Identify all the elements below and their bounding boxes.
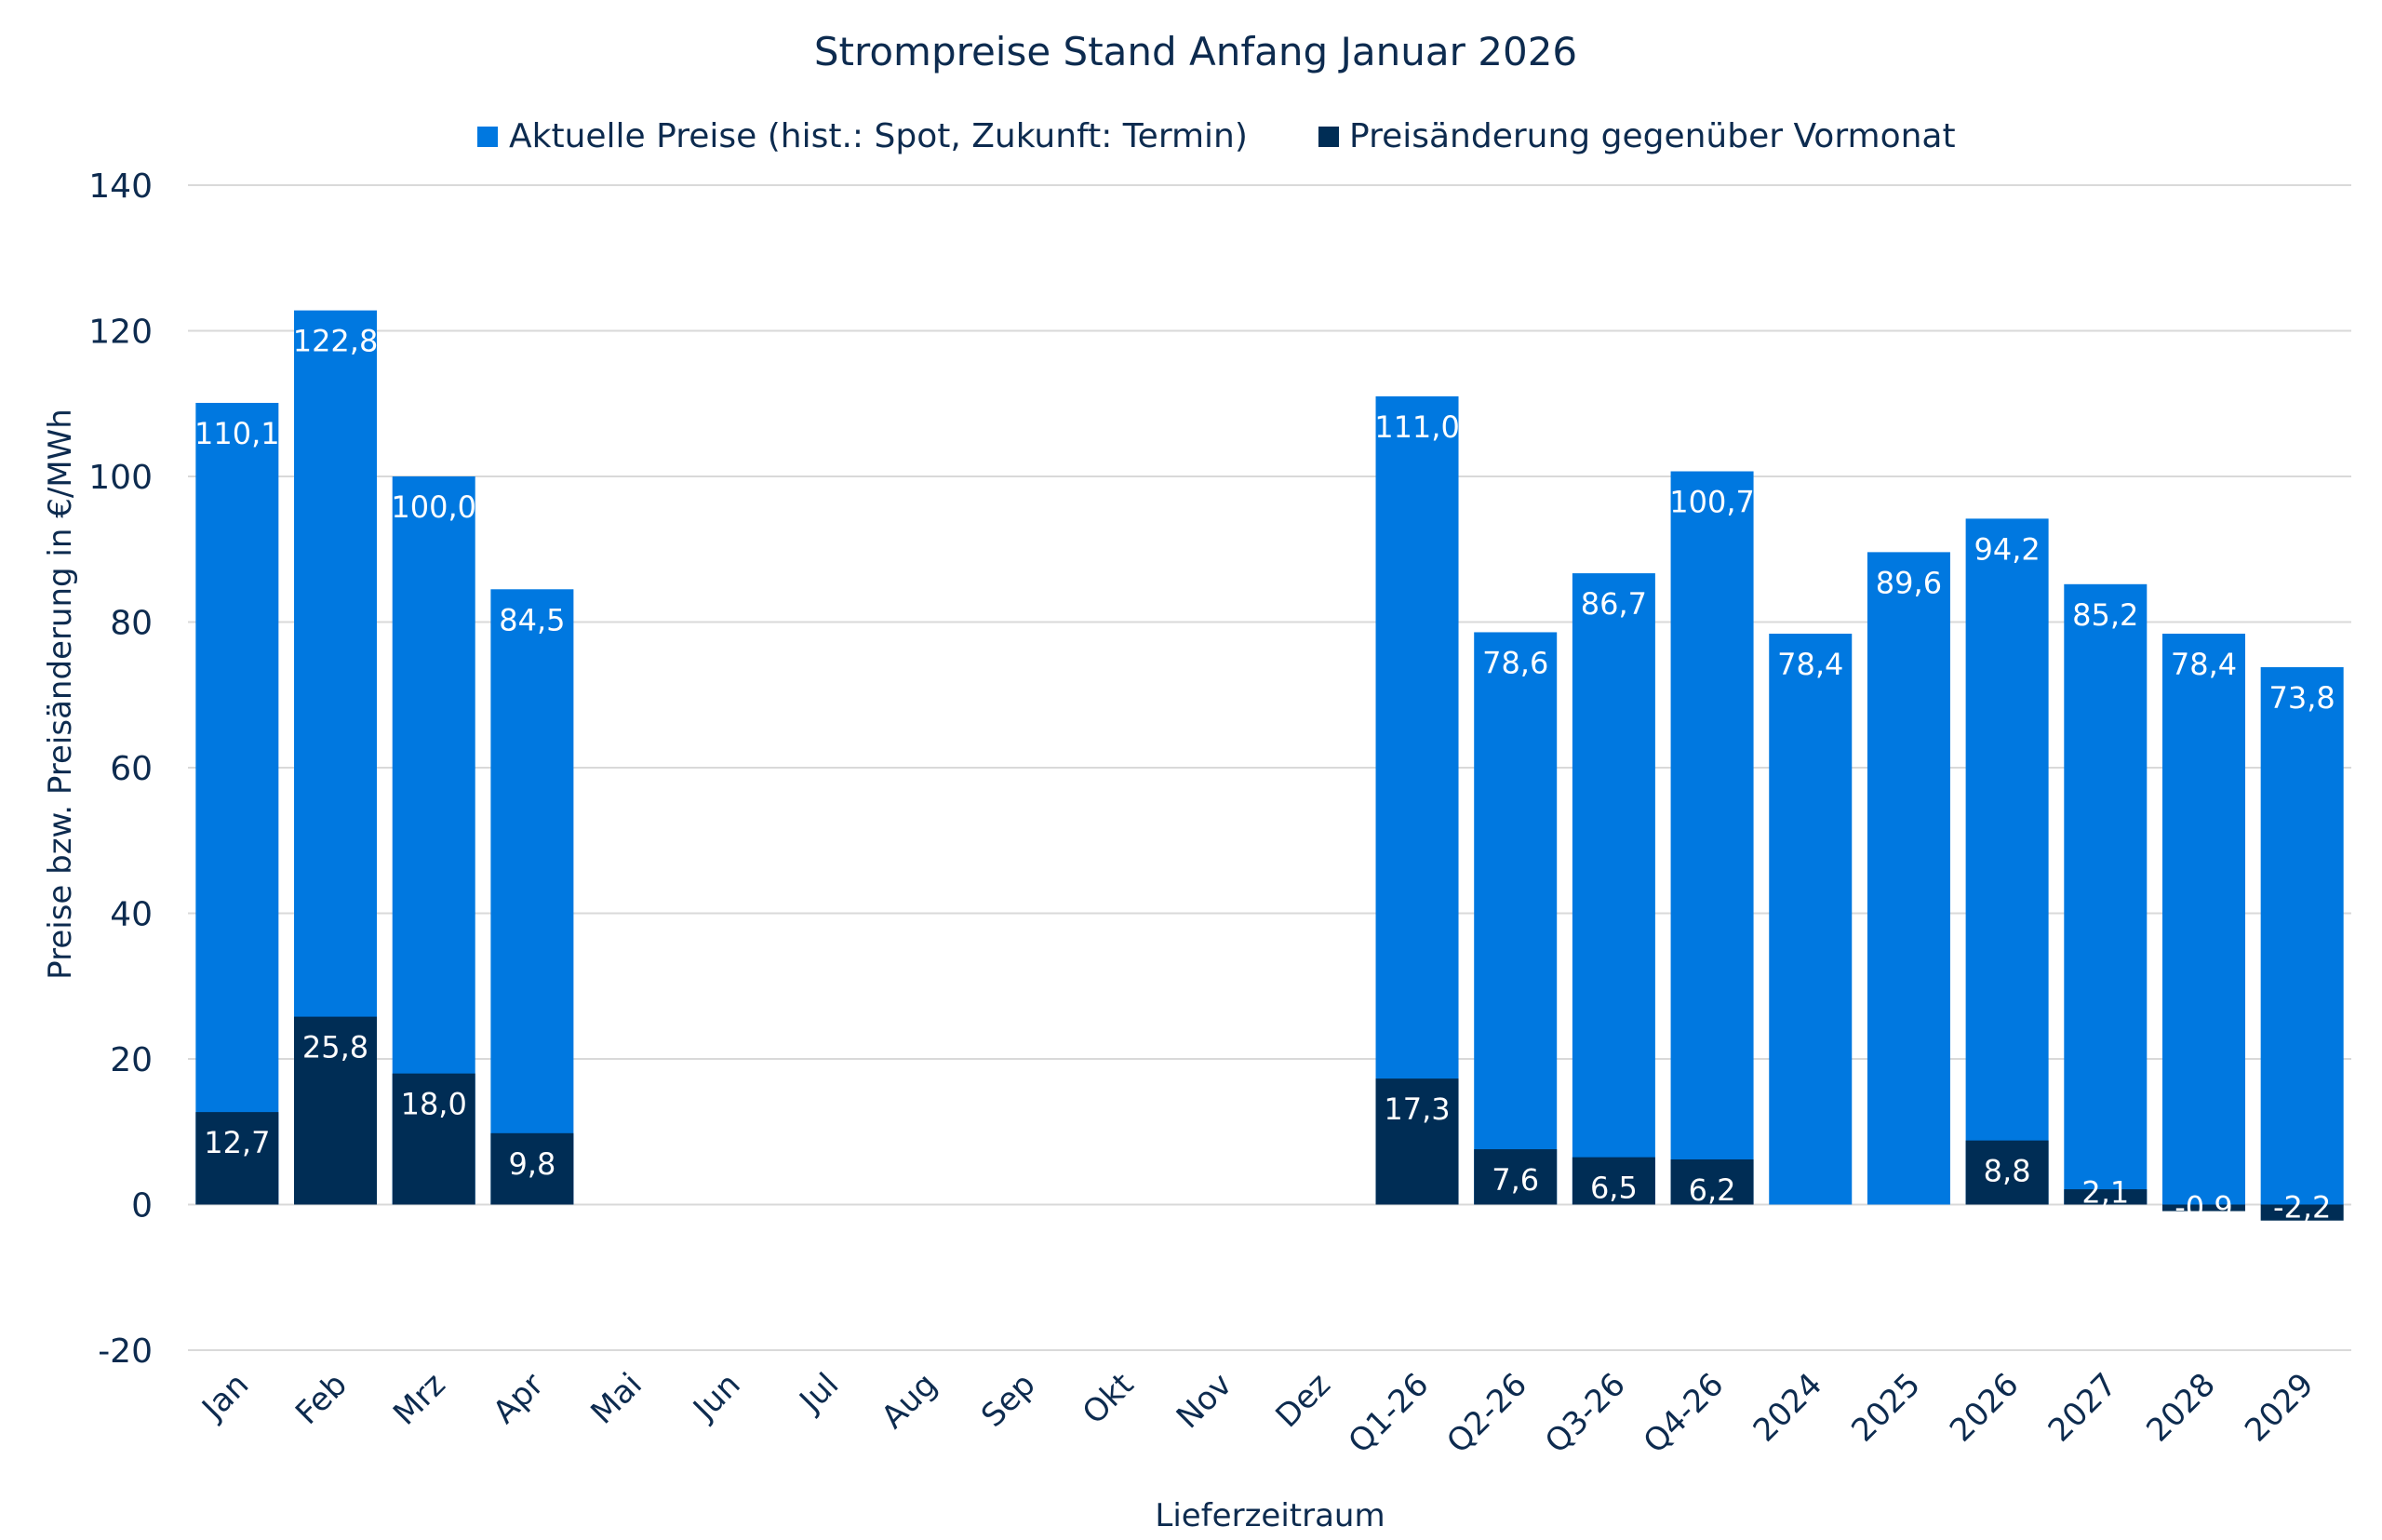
x-tick-label: 2029 [2238, 1366, 2321, 1449]
y-tick-label: 80 [110, 605, 153, 643]
bar-change [1670, 1158, 1754, 1205]
data-label-change: 17,3 [1384, 1091, 1450, 1127]
bar-price [1867, 552, 1950, 1205]
legend-label-prices: Aktuelle Preise (hist.: Spot, Zukunft: T… [509, 117, 1248, 155]
legend-label-change: Preisänderung gegenüber Vormonat [1349, 117, 1956, 155]
data-label-price: 84,5 [499, 602, 565, 637]
bar-change [195, 1112, 279, 1205]
y-tick-label: 0 [131, 1187, 153, 1225]
y-tick-label: -20 [98, 1332, 153, 1371]
x-tick-label: 2026 [1943, 1366, 2026, 1449]
data-label-change: 6,5 [1590, 1171, 1638, 1206]
bar-change [1965, 1140, 2049, 1205]
x-tick-label: Mrz [386, 1366, 453, 1433]
bar-change [2260, 1204, 2344, 1221]
bar-price [1769, 634, 1853, 1205]
x-tick-label: Q4-26 [1637, 1366, 1732, 1461]
x-tick-label: Mai [583, 1366, 649, 1431]
x-tick-label: Jul [792, 1366, 847, 1421]
y-tick-label: 120 [88, 314, 153, 352]
x-axis-title: Lieferzeitraum [1155, 1497, 1385, 1534]
x-tick-label: 2027 [2041, 1366, 2124, 1449]
data-label-change: 9,8 [508, 1146, 555, 1182]
x-tick-label: Jan [194, 1366, 256, 1428]
data-label-price: 73,8 [2269, 680, 2335, 716]
bar-change [1375, 1078, 1459, 1205]
data-label-price: 86,7 [1581, 586, 1647, 622]
bar-price [2161, 634, 2245, 1205]
x-tick-label: Nov [1170, 1366, 1239, 1436]
data-label-price: 78,4 [1777, 647, 1843, 682]
data-label-price: 111,0 [1374, 409, 1460, 445]
x-tick-label: 2028 [2139, 1366, 2222, 1449]
data-label-change: 8,8 [1984, 1154, 2031, 1189]
bar-change [490, 1132, 574, 1205]
data-label-price: 122,8 [293, 324, 379, 359]
x-tick-label: Sep [974, 1366, 1043, 1435]
bar-change [2064, 1189, 2148, 1205]
bar-price [1375, 395, 1459, 1205]
y-tick-label: 100 [88, 459, 153, 497]
data-label-change: 18,0 [401, 1087, 467, 1122]
bar-change [1474, 1149, 1558, 1205]
data-label-price: 78,4 [2171, 647, 2237, 682]
legend-swatch-change [1318, 127, 1339, 147]
bar-price [2260, 667, 2344, 1205]
data-label-price: 89,6 [1876, 565, 1942, 600]
bar-change [2161, 1204, 2245, 1212]
bar-price [2064, 583, 2148, 1205]
data-label-price: 78,6 [1482, 645, 1548, 680]
data-label-change: 7,6 [1492, 1162, 1539, 1198]
data-label-price: 94,2 [1974, 531, 2040, 567]
x-tick-label: Dez [1268, 1366, 1337, 1435]
x-tick-label: Q3-26 [1538, 1366, 1633, 1461]
x-tick-label: 2024 [1746, 1366, 1829, 1449]
legend: Aktuelle Preise (hist.: Spot, Zukunft: T… [477, 117, 1956, 155]
x-tick-label: Apr [486, 1366, 551, 1431]
x-tick-label: Q1-26 [1342, 1366, 1437, 1461]
legend-swatch-prices [477, 127, 498, 147]
x-tick-label: Jun [685, 1366, 747, 1428]
bar-price [195, 402, 279, 1205]
x-tick-label: Q2-26 [1439, 1366, 1534, 1461]
data-label-price: 110,1 [194, 416, 280, 451]
y-tick-label: 40 [110, 896, 153, 934]
data-label-change: 25,8 [302, 1030, 368, 1065]
data-label-change: -0,9 [2175, 1190, 2232, 1225]
bar-price [1572, 573, 1655, 1205]
data-label-change: 2,1 [2081, 1175, 2129, 1211]
x-tick-label: 2025 [1844, 1366, 1927, 1449]
x-tick-label: Feb [288, 1366, 355, 1432]
y-tick-label: 20 [110, 1041, 153, 1079]
chart-title: Strompreise Stand Anfang Januar 2026 [814, 29, 1577, 74]
data-label-change: -2,2 [2273, 1190, 2331, 1225]
bar-change [392, 1073, 475, 1205]
y-axis-title: Preise bzw. Preisänderung in €/MWh [42, 408, 79, 980]
bar-price [1474, 632, 1558, 1205]
x-tick-label: Aug [875, 1366, 944, 1436]
y-tick-label: 140 [88, 167, 153, 206]
bar-price [1670, 471, 1754, 1205]
data-label-price: 100,7 [1669, 485, 1755, 520]
y-tick-label: 60 [110, 750, 153, 788]
x-tick-label: Okt [1076, 1366, 1142, 1432]
data-label-change: 12,7 [204, 1125, 270, 1160]
bar-price [490, 589, 574, 1205]
bar-change [1572, 1157, 1655, 1205]
bar-price [1965, 518, 2049, 1205]
data-label-price: 100,0 [391, 489, 476, 525]
data-label-price: 85,2 [2072, 597, 2138, 633]
bar-change [294, 1016, 378, 1205]
data-label-change: 6,2 [1689, 1172, 1736, 1208]
